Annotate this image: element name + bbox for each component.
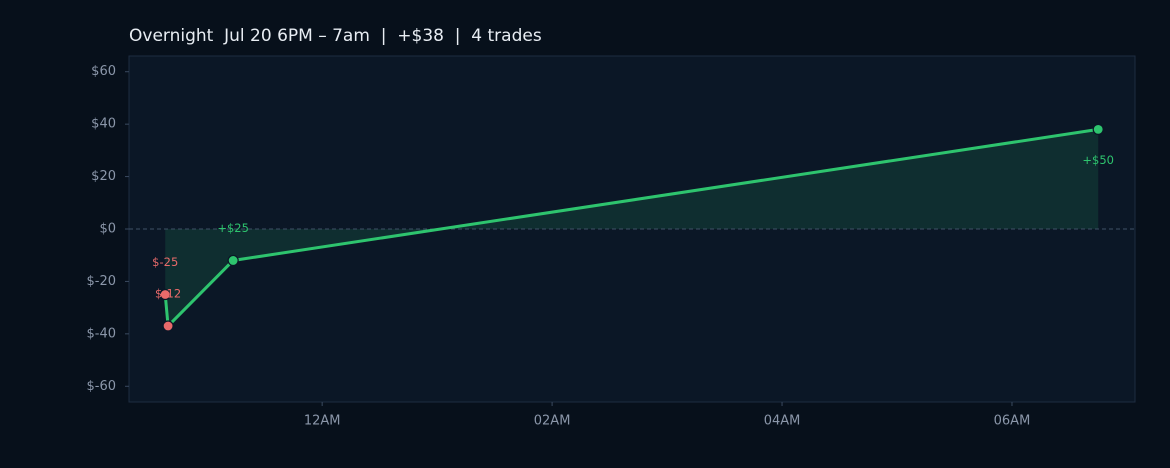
point-annotation: $-12 [155,286,181,300]
point [227,254,239,267]
y-tick-label: $0 [99,222,116,237]
point-annotation: $-25 [152,255,178,269]
y-tick-label: $-40 [86,326,116,341]
area [165,129,1099,326]
x-tick-label: 06AM [994,414,1031,429]
point [162,320,174,332]
point [159,288,171,301]
point-annotation: +$50 [1082,153,1114,167]
point-annotation: +$25 [217,221,249,235]
point [1092,123,1104,135]
x-tick-label: 12AM [304,414,341,429]
chart-title: Overnight Jul 20 6PM – 7am | +$38 | 4 tr… [129,26,542,46]
x-tick-label: 04AM [764,414,801,429]
x-tick-label: 02AM [534,414,571,429]
y-tick-label: $-60 [86,379,116,394]
line [163,127,1099,330]
y-tick-label: $60 [91,64,116,79]
y-tick-label: $20 [91,169,116,184]
y-tick-label: $40 [91,117,116,132]
y-tick-label: $-20 [86,274,116,289]
